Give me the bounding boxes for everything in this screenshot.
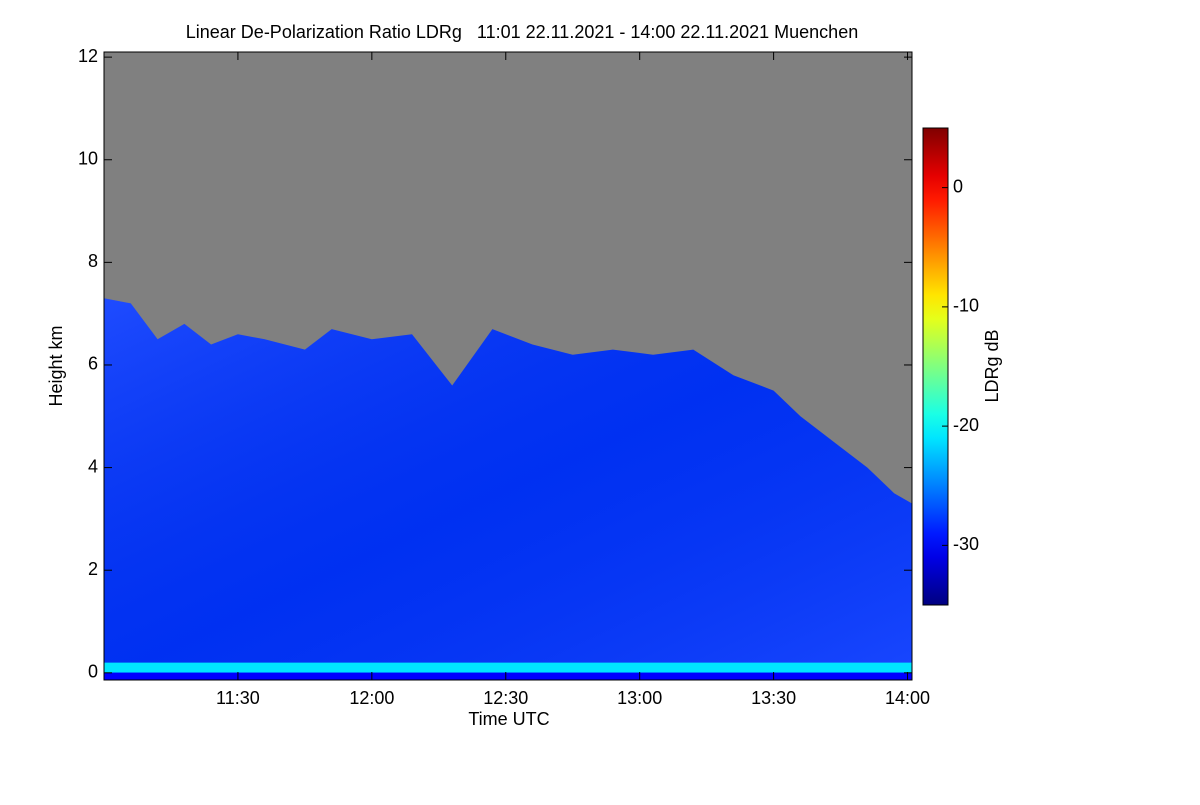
- x-tick-label: 11:30: [216, 688, 260, 708]
- colorbar-tick-label: 0: [953, 176, 963, 196]
- plot-frame: [103, 51, 913, 681]
- y-axis-label: Height km: [46, 325, 66, 406]
- x-tick-label: 13:30: [751, 688, 796, 708]
- y-tick-label: 10: [78, 148, 98, 168]
- y-tick-label: 4: [88, 456, 98, 476]
- y-tick-label: 6: [88, 354, 98, 374]
- ground-gap: [104, 672, 912, 680]
- colorbar-tick-label: -30: [953, 534, 979, 554]
- colorbar-tick-label: -10: [953, 296, 979, 316]
- x-tick-label: 14:00: [885, 688, 930, 708]
- colorbar: [922, 127, 949, 606]
- x-tick-label: 12:00: [349, 688, 394, 708]
- y-tick-label: 2: [88, 559, 98, 579]
- chart-title: Linear De-Polarization Ratio LDRg 11:01 …: [186, 22, 858, 42]
- y-tick-label: 0: [88, 662, 98, 682]
- x-axis-label: Time UTC: [468, 709, 549, 729]
- cloud-texture: [104, 298, 912, 680]
- x-tick-label: 13:00: [617, 688, 662, 708]
- y-tick-label: 12: [78, 46, 98, 66]
- colorbar-label: LDRg dB: [982, 329, 1002, 402]
- colorbar-tick-label: -20: [953, 415, 979, 435]
- plot-area: [104, 298, 912, 680]
- x-tick-label: 12:30: [483, 688, 528, 708]
- y-tick-label: 8: [88, 251, 98, 271]
